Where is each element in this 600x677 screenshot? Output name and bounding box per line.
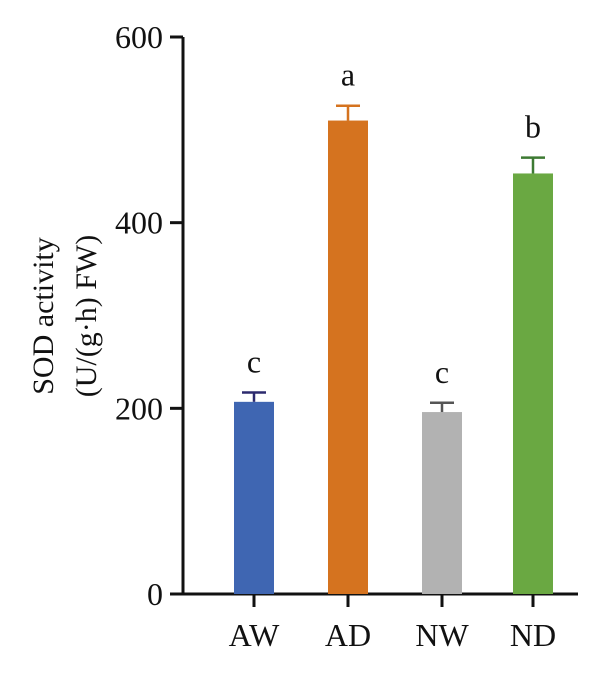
y-tick-label: 0 bbox=[147, 576, 163, 612]
x-tick-label: NW bbox=[415, 617, 469, 653]
x-tick-label: AD bbox=[325, 617, 371, 653]
x-tick-label: AW bbox=[229, 617, 281, 653]
bars bbox=[234, 120, 553, 595]
bar-nw bbox=[422, 412, 462, 594]
bar-aw bbox=[234, 401, 274, 594]
y-tick-label: 400 bbox=[115, 205, 163, 241]
x-axis: AW AD NW ND bbox=[181, 592, 578, 653]
bar-nd bbox=[513, 173, 553, 594]
y-tick-label: 600 bbox=[115, 19, 163, 55]
significance-label: a bbox=[341, 57, 355, 93]
error-bars bbox=[242, 104, 545, 413]
y-tick-label: 200 bbox=[115, 390, 163, 426]
significance-letters: c a c b bbox=[247, 57, 541, 390]
y-axis-label-line1: SOD activity bbox=[27, 237, 60, 395]
significance-label: c bbox=[247, 344, 261, 380]
y-axis-label-line2: (U/(g·h) FW) bbox=[70, 235, 103, 397]
significance-label: b bbox=[525, 109, 541, 145]
bar-ad bbox=[328, 120, 368, 595]
y-axis: 0 200 400 600 bbox=[115, 19, 185, 612]
significance-label: c bbox=[435, 354, 449, 390]
x-tick-label: ND bbox=[510, 617, 556, 653]
